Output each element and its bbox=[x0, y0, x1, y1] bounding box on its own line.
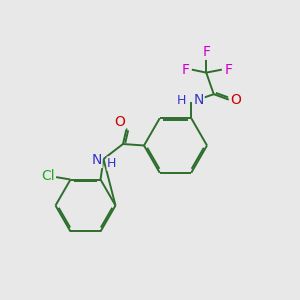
Text: O: O bbox=[230, 93, 241, 106]
Text: Cl: Cl bbox=[41, 169, 55, 183]
Text: F: F bbox=[202, 45, 210, 59]
Text: F: F bbox=[224, 63, 232, 76]
Text: O: O bbox=[115, 115, 125, 129]
Text: H: H bbox=[107, 157, 117, 170]
Text: H: H bbox=[176, 94, 186, 107]
Text: F: F bbox=[182, 63, 190, 76]
Text: N: N bbox=[92, 154, 102, 167]
Text: N: N bbox=[194, 93, 204, 107]
